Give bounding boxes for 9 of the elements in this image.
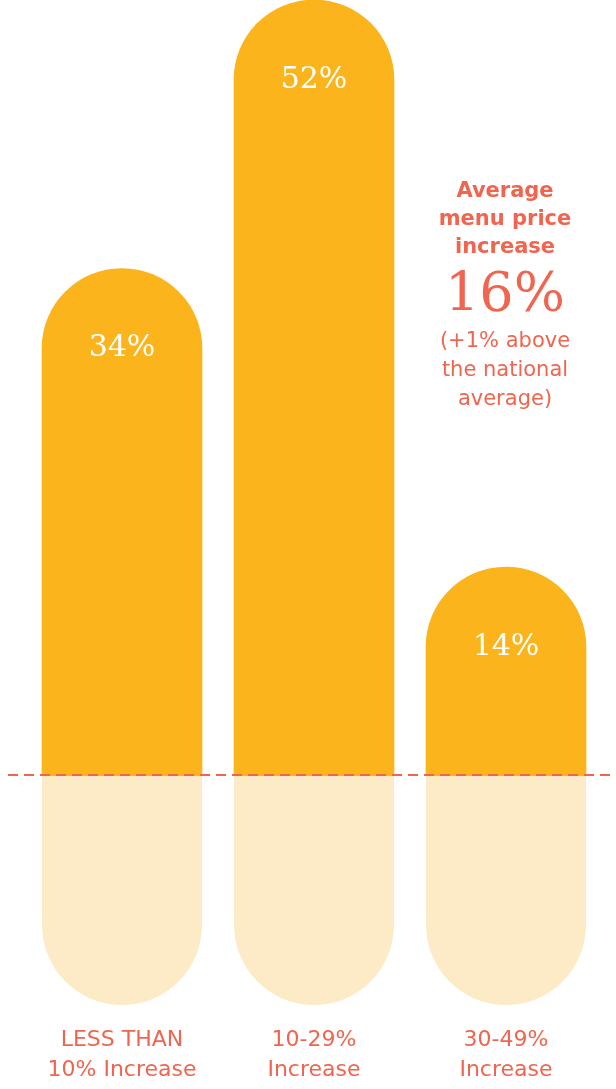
annotation: (+1% above the national average): [438, 327, 572, 412]
annotation: 16%: [444, 260, 566, 326]
data-label: 14%: [472, 626, 540, 662]
x-tick-label: LESS THAN 10% Increase: [46, 1025, 198, 1083]
data-label: 52%: [280, 59, 348, 95]
x-tick-label: 10-29% Increase: [266, 1025, 362, 1083]
x-tick-label: 30-49% Increase: [458, 1025, 554, 1083]
data-label: 34%: [88, 328, 156, 364]
annotation: Average menu price increase: [437, 177, 573, 260]
